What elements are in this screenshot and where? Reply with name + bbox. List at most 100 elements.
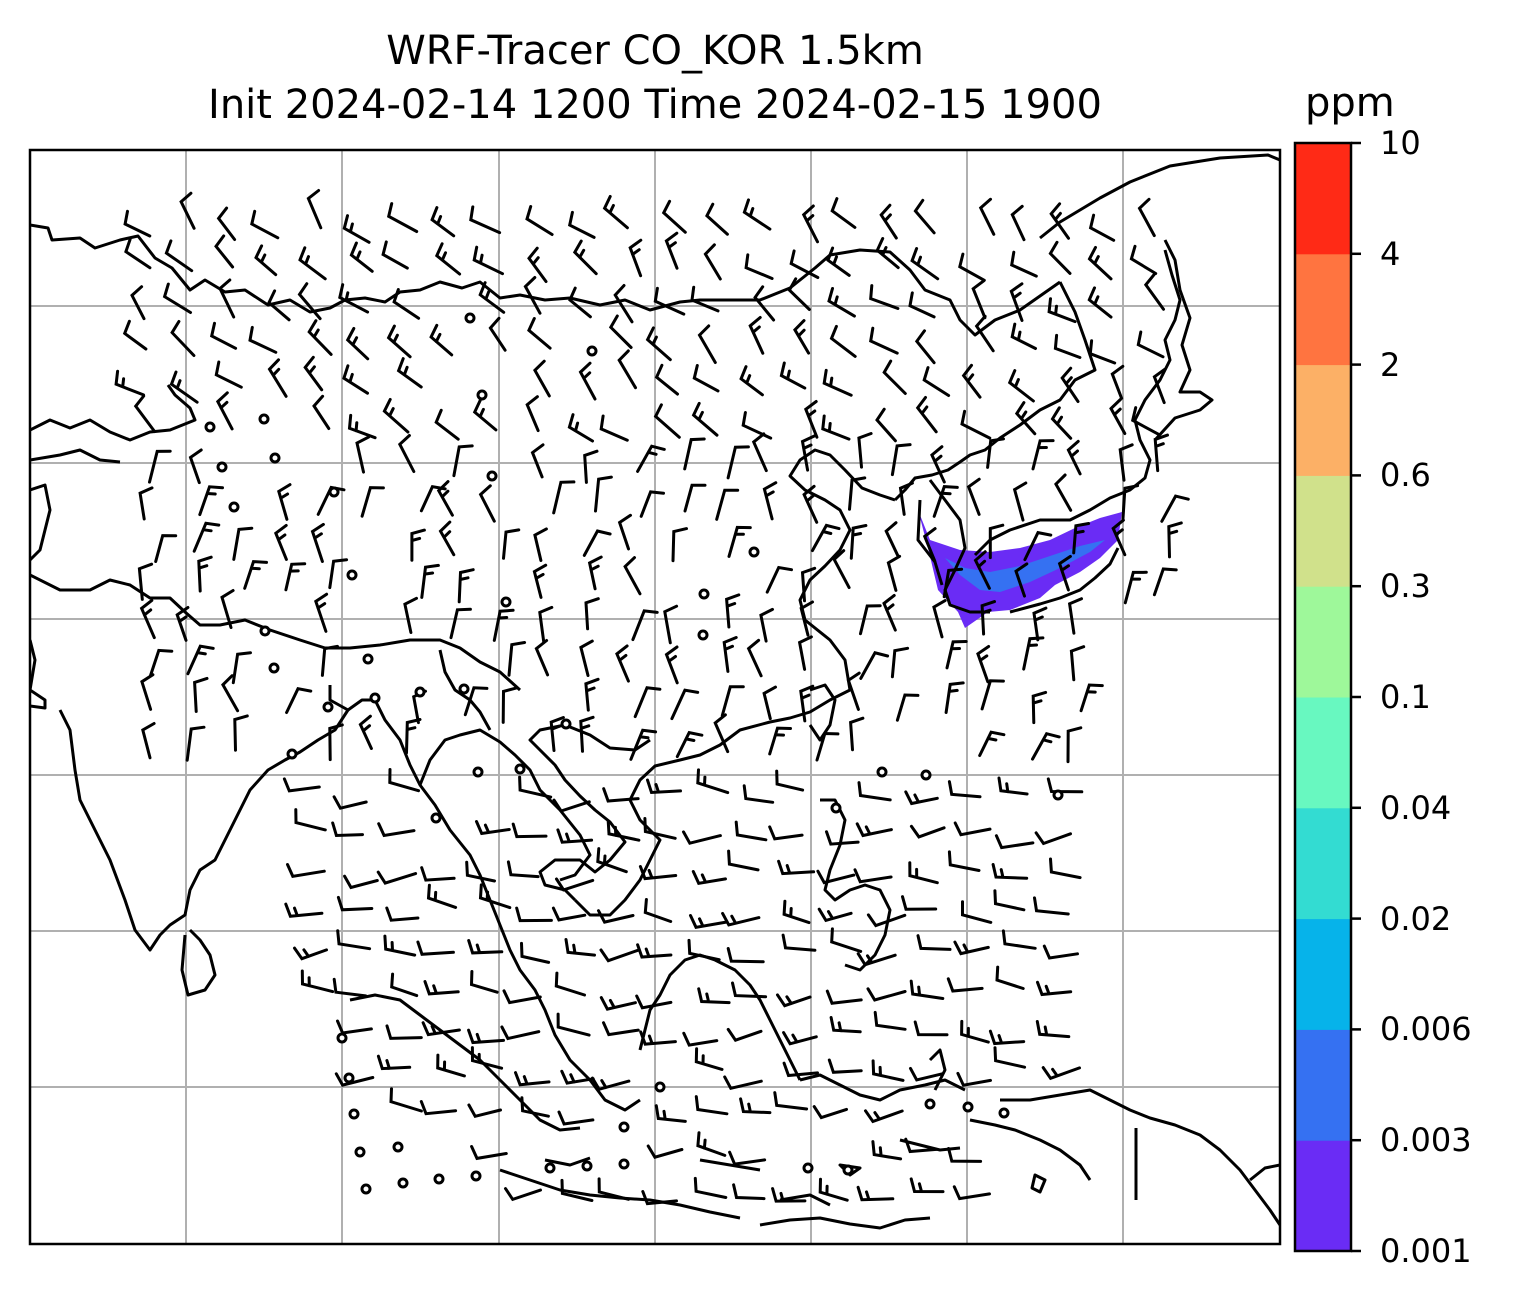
- wind-barb: [890, 646, 910, 679]
- wind-barb: [597, 909, 635, 924]
- wind-barb: [966, 477, 981, 516]
- wind-barb: [827, 287, 856, 318]
- wind-barb: [875, 407, 897, 443]
- colorbar-segment: [1295, 364, 1351, 476]
- wind-barb: [869, 326, 899, 355]
- calm-wind-marker: [397, 1177, 409, 1189]
- wind-barb: [617, 513, 632, 551]
- wind-barb: [628, 238, 643, 278]
- wind-barb: [436, 480, 454, 517]
- wind-barb: [726, 947, 765, 964]
- wind-barb: [909, 824, 946, 839]
- wind-barb: [421, 1021, 461, 1037]
- wind-barb: [726, 1027, 763, 1042]
- wind-barb: [915, 396, 938, 434]
- wind-barb: [469, 205, 502, 235]
- wind-barb: [284, 902, 324, 918]
- wind-barb: [721, 911, 761, 927]
- wind-barb: [154, 534, 178, 563]
- wind-barb: [438, 520, 456, 557]
- wind-barb: [355, 435, 371, 474]
- wind-barb: [389, 1087, 423, 1113]
- wind-barb: [310, 522, 325, 563]
- colorbar-segment: [1295, 586, 1351, 698]
- wind-barb: [689, 914, 729, 929]
- wind-barb: [882, 359, 907, 395]
- wind-barb: [932, 599, 947, 639]
- wind-barb: [643, 898, 673, 923]
- wind-barb: [871, 1140, 903, 1161]
- calm-wind-marker: [924, 1098, 936, 1110]
- wind-barb: [137, 562, 154, 601]
- wind-barb: [993, 889, 1026, 912]
- wind-barb: [722, 636, 738, 673]
- calm-wind-marker: [472, 766, 484, 778]
- wind-barb: [848, 476, 867, 511]
- wind-barb: [463, 686, 489, 717]
- calm-wind-marker: [618, 1158, 630, 1170]
- wind-barb: [1136, 330, 1165, 359]
- wind-barb: [449, 607, 472, 640]
- wind-barb: [855, 822, 893, 838]
- wind-barb: [993, 1046, 1027, 1069]
- wind-barb: [818, 1177, 849, 1202]
- wind-barb: [231, 651, 252, 685]
- wind-barb: [1032, 606, 1048, 642]
- wind-barb: [300, 969, 335, 994]
- wind-barb: [602, 787, 640, 803]
- wind-barb: [623, 556, 642, 596]
- wind-barb: [1031, 439, 1055, 471]
- wind-barb: [501, 686, 518, 724]
- wind-barb: [741, 411, 773, 440]
- wind-barb: [1137, 197, 1156, 238]
- wind-barb: [1060, 366, 1080, 403]
- wind-barb: [759, 607, 774, 643]
- calm-wind-marker: [802, 1162, 814, 1174]
- wind-barb: [914, 329, 936, 365]
- wind-barb: [294, 808, 327, 832]
- calm-wind-marker: [336, 1032, 348, 1044]
- calm-wind-marker: [343, 1072, 355, 1084]
- wind-barb: [492, 608, 515, 642]
- wind-barb: [1049, 202, 1070, 240]
- wind-barb: [1069, 645, 1086, 682]
- wind-barb: [419, 1100, 458, 1116]
- wind-barb: [385, 1024, 423, 1040]
- wind-barb: [218, 278, 236, 319]
- wind-barb: [942, 567, 964, 599]
- colorbar-segment: [1295, 807, 1351, 920]
- wind-barb: [198, 485, 224, 517]
- map-panel: [30, 150, 1280, 1244]
- wind-barb: [1014, 562, 1029, 598]
- wind-barb: [1066, 726, 1083, 764]
- wind-barb: [534, 639, 550, 677]
- calm-wind-marker: [354, 1146, 366, 1158]
- colorbar-tick-label: 2: [1380, 345, 1401, 384]
- wind-barb: [1130, 406, 1160, 436]
- wind-barb: [945, 640, 968, 670]
- calm-wind-marker: [654, 1081, 666, 1093]
- wind-barb: [284, 562, 307, 592]
- wind-barb: [599, 414, 629, 442]
- colorbar-segment: [1295, 1029, 1351, 1141]
- wind-barb: [739, 1097, 772, 1115]
- wind-barb: [643, 817, 677, 840]
- wind-barb: [693, 1176, 728, 1199]
- wind-barb: [645, 326, 672, 362]
- wind-barb: [871, 1059, 905, 1082]
- wind-barb: [579, 639, 594, 677]
- wind-barb: [162, 282, 192, 314]
- wind-barb: [615, 644, 630, 683]
- wind-barb: [690, 285, 720, 313]
- wind-barb: [578, 361, 597, 401]
- wind-barb: [416, 940, 455, 956]
- wind-barb: [1035, 1020, 1071, 1039]
- wind-barb: [1047, 297, 1077, 324]
- wind-barb: [1087, 245, 1113, 281]
- calm-wind-marker: [433, 1173, 445, 1185]
- wind-barb: [1046, 777, 1084, 794]
- wind-barb: [697, 324, 717, 364]
- wind-barb: [638, 865, 678, 881]
- wind-barb: [691, 401, 719, 437]
- wind-barb: [381, 240, 409, 270]
